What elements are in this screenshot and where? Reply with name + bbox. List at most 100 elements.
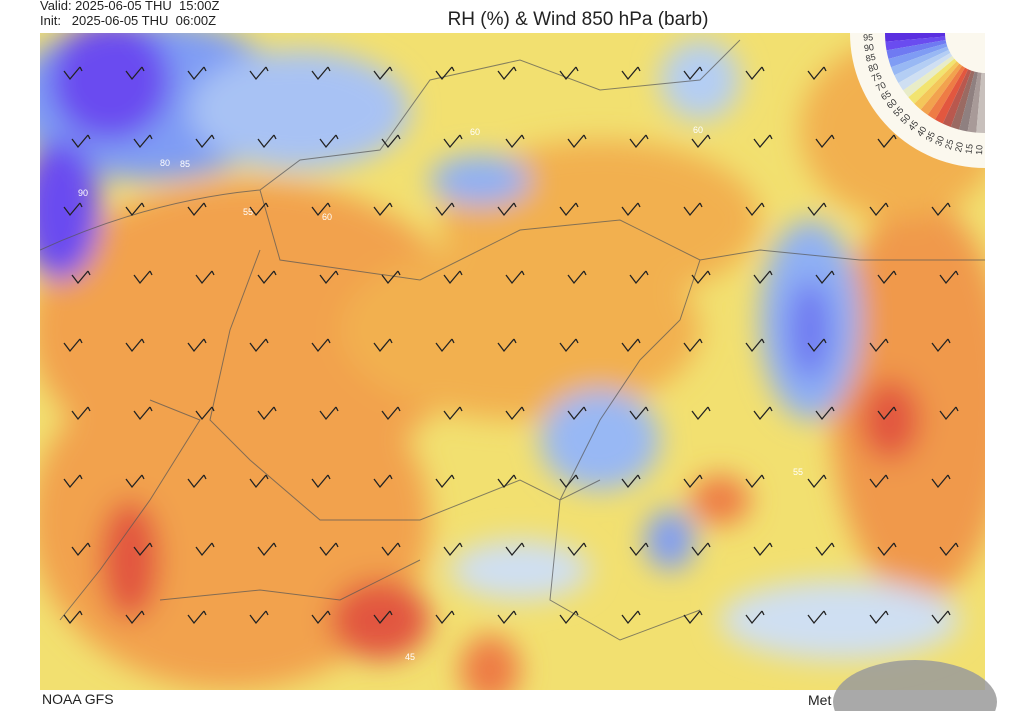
wind-barb [939,406,959,421]
contour-label: 60 [322,212,332,222]
wind-barb [691,542,711,557]
contour-label: 85 [180,159,190,169]
wind-barb [319,542,339,557]
wind-barb [691,406,711,421]
rh-field: 60 60 80 85 90 55 60 55 45 9590858075706… [40,33,985,690]
wind-barb [567,134,587,149]
colorbar-label: 30 [933,134,946,147]
wind-barb [691,270,711,285]
wind-barb [381,134,401,149]
wind-barb [931,474,951,489]
wind-barb [125,338,145,353]
colorbar-swatch [898,53,953,91]
wind-barb [559,202,579,217]
wind-barb [815,134,835,149]
wind-barb [249,610,269,625]
floating-button[interactable] [833,660,997,711]
colorbar-label: 80 [867,61,880,74]
wind-barb [869,474,889,489]
wind-barb [931,202,951,217]
colorbar-swatch [894,49,951,83]
wind-barb [621,66,641,81]
wind-barb [249,202,269,217]
wind-barb [629,542,649,557]
wind-barb [63,610,83,625]
wind-barb [63,202,83,217]
map-title: RH (%) & Wind 850 hPa (barb) [448,9,709,30]
wind-barb [311,66,331,81]
wind-barb [125,610,145,625]
wind-barb [311,610,331,625]
colorbar-swatch [950,70,975,130]
wind-barb [559,610,579,625]
wind-barb [869,338,889,353]
wind-barb [187,202,207,217]
wind-barb [939,270,959,285]
colorbar-label: 60 [885,97,899,111]
wind-barb [311,338,331,353]
wind-barb [71,542,91,557]
colorbar-label: 45 [906,118,920,132]
wind-barb [567,542,587,557]
wind-barb [133,270,153,285]
wind-barb [497,338,517,353]
wind-barb [195,542,215,557]
wind-barb [125,202,145,217]
wind-barb [257,542,277,557]
wind-barb [621,610,641,625]
field-shading [40,33,985,690]
wind-barb [753,542,773,557]
wind-barb [931,338,951,353]
wind-barb [745,610,765,625]
wind-barb [195,134,215,149]
valid-time: Valid: 2025-06-05 THU 15:00Z [40,0,220,13]
wind-barb [71,406,91,421]
wind-barb [505,134,525,149]
wind-barb [381,542,401,557]
wind-barb [877,542,897,557]
wind-barb [249,66,269,81]
wind-barb [125,66,145,81]
wind-barb [877,134,897,149]
wind-barb [567,270,587,285]
wind-barb [683,66,703,81]
colorbar-swatch [908,58,957,104]
colorbar-label: 35 [924,130,937,144]
wind-barb [373,474,393,489]
contour-label: 55 [243,207,253,217]
wind-barb [133,542,153,557]
wind-barb [319,134,339,149]
wind-barb [497,202,517,217]
wind-barb [807,338,827,353]
colorbar-swatch [903,55,955,98]
wind-barb [559,474,579,489]
wind-barb [187,338,207,353]
wind-barb [745,338,765,353]
wind-barb [869,202,889,217]
colorbar-label: 50 [898,112,912,126]
wind-barb [435,610,455,625]
colorbar-label: 70 [874,80,888,93]
wind-barb [63,474,83,489]
colorbar-label: 20 [953,141,965,153]
wind-barb [195,406,215,421]
wind-barb [497,66,517,81]
brand-label: Met [808,692,831,708]
wind-barb [71,270,91,285]
wind-barb [629,270,649,285]
wind-barb [807,202,827,217]
wind-barb [807,474,827,489]
wind-barb [505,406,525,421]
wind-barb [373,610,393,625]
wind-barb [621,338,641,353]
wind-barb [939,542,959,557]
colorbar-swatch [914,61,960,110]
wind-barb [381,270,401,285]
colorbar-swatch [885,33,946,42]
colorbar-label: 10 [974,145,984,155]
wind-barb [125,474,145,489]
colorbar-label: 55 [891,105,905,119]
borders [40,39,985,641]
